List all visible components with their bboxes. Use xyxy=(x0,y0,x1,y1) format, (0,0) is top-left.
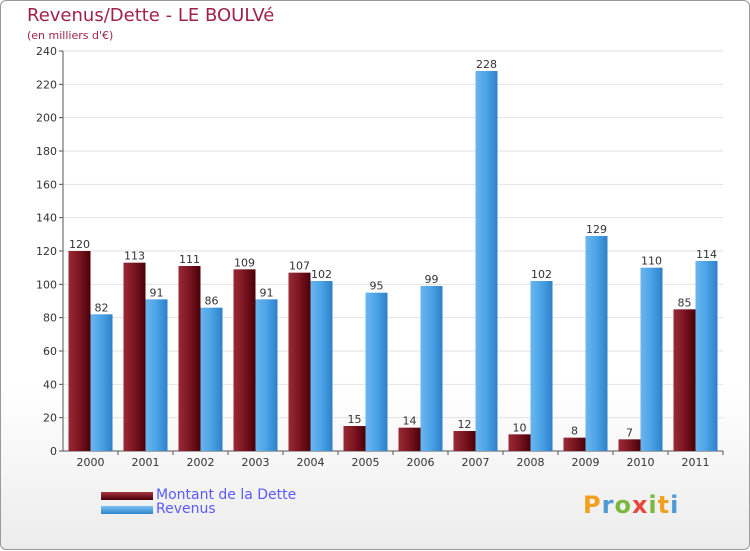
bar-dette xyxy=(508,434,531,451)
bar-revenus xyxy=(585,236,608,451)
data-label: 99 xyxy=(425,273,439,286)
y-tick-label: 20 xyxy=(43,412,57,425)
data-label: 82 xyxy=(95,301,109,314)
proxiti-logo: Proxiti xyxy=(583,491,679,519)
data-label: 110 xyxy=(641,255,662,268)
data-label: 85 xyxy=(678,296,692,309)
bar-dette xyxy=(673,309,696,451)
bar-revenus xyxy=(310,281,333,451)
data-label: 111 xyxy=(179,253,200,266)
y-tick-label: 100 xyxy=(36,278,57,291)
data-label: 12 xyxy=(458,418,472,431)
y-tick-label: 240 xyxy=(36,45,57,58)
x-tick-label: 2008 xyxy=(517,456,545,469)
data-label: 109 xyxy=(234,256,255,269)
data-label: 15 xyxy=(348,413,362,426)
y-tick-label: 0 xyxy=(50,445,57,458)
chart-subtitle: (en milliers d'€) xyxy=(27,29,114,42)
y-tick-label: 40 xyxy=(43,378,57,391)
bar-revenus xyxy=(640,267,663,451)
bar-dette xyxy=(563,437,586,451)
data-label: 91 xyxy=(260,286,274,299)
bar-dette xyxy=(288,272,311,451)
bar-revenus xyxy=(365,292,388,451)
data-label: 86 xyxy=(205,295,219,308)
y-tick-label: 180 xyxy=(36,145,57,158)
data-label: 107 xyxy=(289,260,310,273)
logo-letter: x xyxy=(631,491,649,519)
y-tick-label: 120 xyxy=(36,245,57,258)
y-tick-label: 140 xyxy=(36,212,57,225)
bar-revenus xyxy=(255,299,278,451)
x-tick-label: 2003 xyxy=(242,456,270,469)
y-tick-label: 160 xyxy=(36,178,57,191)
x-tick-label: 2009 xyxy=(572,456,600,469)
data-label: 91 xyxy=(150,286,164,299)
x-tick-label: 2006 xyxy=(407,456,435,469)
data-label: 228 xyxy=(476,58,497,71)
logo-letter: i xyxy=(670,491,680,519)
x-tick-label: 2005 xyxy=(352,456,380,469)
x-tick-label: 2002 xyxy=(187,456,215,469)
chart-title: Revenus/Dette - LE BOULVé xyxy=(27,5,275,26)
data-label: 95 xyxy=(370,280,384,293)
x-tick-label: 2010 xyxy=(627,456,655,469)
y-tick-label: 220 xyxy=(36,78,57,91)
legend-swatch-revenus xyxy=(101,506,153,514)
x-tick-label: 2000 xyxy=(77,456,105,469)
bar-revenus xyxy=(475,71,498,451)
x-tick-label: 2004 xyxy=(297,456,325,469)
y-tick-label: 80 xyxy=(43,312,57,325)
y-tick-label: 60 xyxy=(43,345,57,358)
legend-label-revenus: Revenus xyxy=(156,501,216,517)
bar-revenus xyxy=(695,261,718,451)
data-label: 113 xyxy=(124,250,145,263)
bar-dette xyxy=(233,269,256,451)
data-label: 14 xyxy=(403,415,417,428)
bar-revenus xyxy=(200,307,223,451)
data-label: 7 xyxy=(626,426,633,439)
x-tick-label: 2007 xyxy=(462,456,490,469)
logo-letter: P xyxy=(583,491,602,519)
y-tick-label: 200 xyxy=(36,112,57,125)
legend-swatch-dette xyxy=(101,492,153,500)
data-label: 102 xyxy=(311,268,332,281)
logo-letter: o xyxy=(614,491,632,519)
data-label: 114 xyxy=(696,248,717,261)
bar-dette xyxy=(453,431,476,451)
x-tick-label: 2011 xyxy=(682,456,710,469)
bar-dette xyxy=(398,427,421,451)
data-label: 120 xyxy=(69,238,90,251)
legend-label-dette: Montant de la Dette xyxy=(156,487,297,503)
logo-letter: t xyxy=(657,491,671,519)
logo-letter: i xyxy=(648,491,658,519)
data-label: 8 xyxy=(571,425,578,438)
bar-dette xyxy=(343,426,366,451)
bar-revenus xyxy=(420,286,443,451)
bar-dette xyxy=(68,251,91,451)
data-label: 129 xyxy=(586,223,607,236)
bar-revenus xyxy=(530,281,553,451)
data-label: 102 xyxy=(531,268,552,281)
bar-dette xyxy=(618,439,641,451)
x-tick-label: 2001 xyxy=(132,456,160,469)
bar-dette xyxy=(178,266,201,451)
bar-dette xyxy=(123,262,146,451)
bar-revenus xyxy=(145,299,168,451)
bar-revenus xyxy=(90,314,113,451)
logo-letter: r xyxy=(601,491,615,519)
data-label: 10 xyxy=(513,421,527,434)
